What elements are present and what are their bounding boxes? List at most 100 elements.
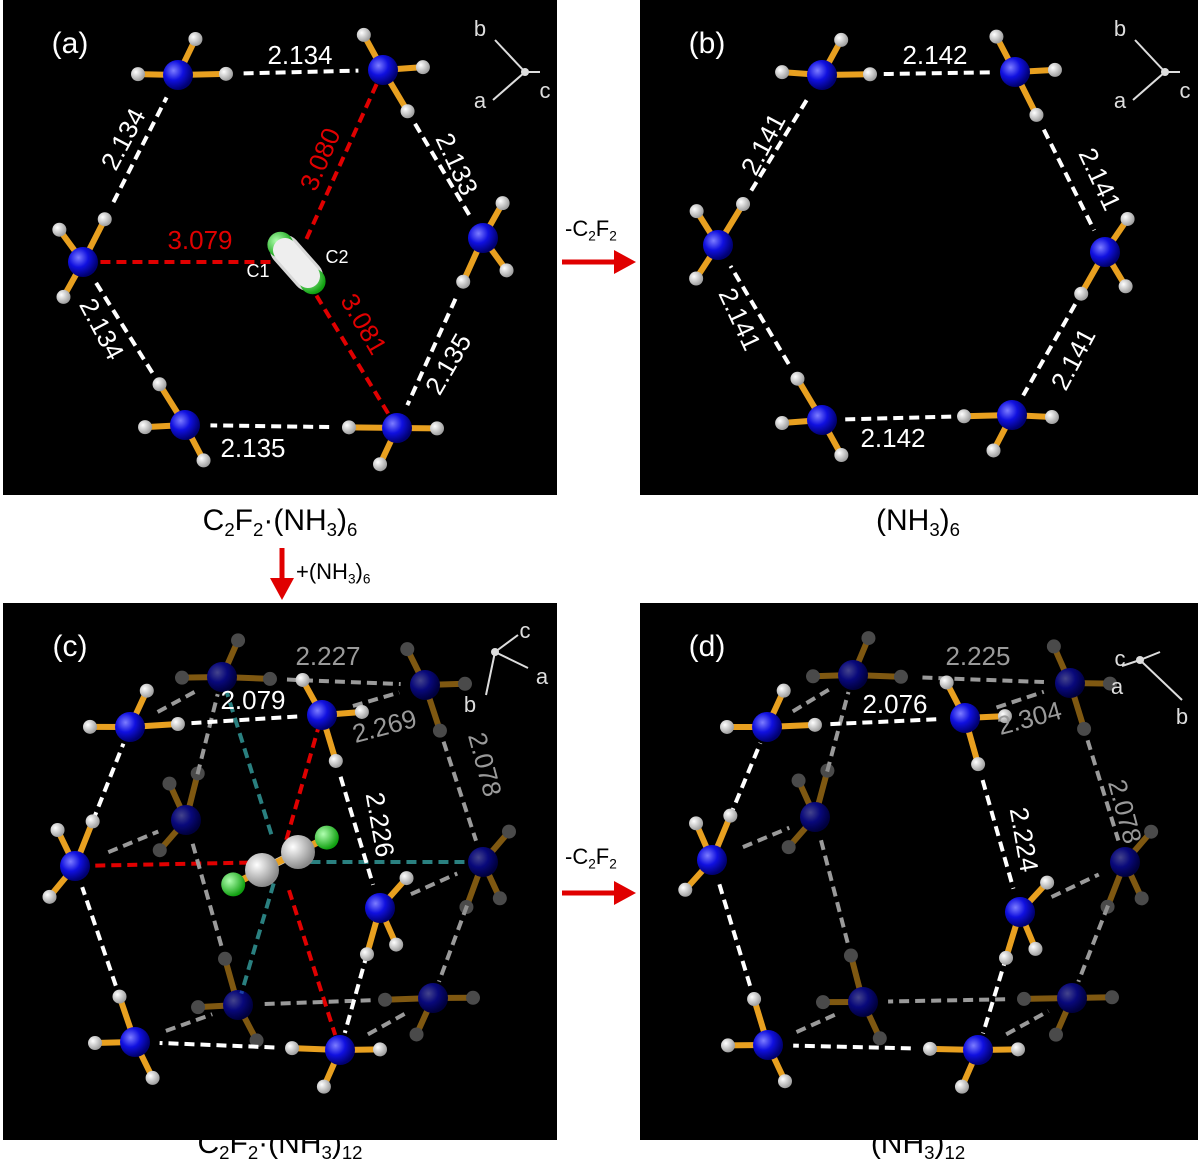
hydrogen-atom	[1077, 721, 1092, 736]
nitrogen-atom	[1110, 847, 1140, 877]
hydrogen-atom	[1028, 941, 1043, 956]
fluorine-atom	[314, 825, 339, 850]
ammonia	[152, 766, 205, 858]
hydrogen-atom	[689, 204, 704, 219]
hydrogen-atom	[399, 871, 414, 886]
subscript: 2	[224, 519, 234, 540]
ammonia	[191, 951, 264, 1048]
axis-arrow	[1132, 71, 1166, 101]
panel-label: (a)	[52, 27, 89, 60]
axis-arrow	[494, 634, 519, 653]
axis-arrow	[1134, 39, 1166, 73]
hydrogen-bond	[791, 686, 833, 714]
atom-label: C1	[246, 261, 269, 281]
hydrogen-atom	[459, 900, 474, 915]
nitrogen-atom	[223, 990, 253, 1020]
hydrogen-bond	[883, 70, 992, 77]
hydrogen-atom	[42, 889, 57, 904]
nitrogen-atom	[807, 60, 837, 90]
ammonia	[923, 1035, 1025, 1094]
hydrogen-atom	[359, 947, 374, 962]
panel-bg	[3, 603, 557, 1140]
hydrogen-atom	[295, 672, 310, 687]
hydrogen-atom	[52, 222, 67, 237]
ammonia	[285, 1035, 387, 1094]
subscript: 6	[347, 519, 357, 540]
ammonia	[342, 413, 444, 472]
hydrogen-atom	[820, 763, 835, 778]
subscript: 2	[248, 1142, 258, 1163]
fluorine-atom	[221, 872, 246, 897]
ammonia	[721, 992, 793, 1089]
hydrogen-atom	[378, 992, 393, 1007]
formula: (NH3)12	[871, 1127, 965, 1163]
hydrogen-bond	[830, 717, 942, 727]
nitrogen-atom	[1000, 57, 1030, 87]
nitrogen-atom	[468, 847, 498, 877]
hydrogen-bond	[795, 1010, 841, 1034]
hydrogen-bond	[366, 1009, 411, 1037]
hydrogen-atom	[834, 448, 849, 463]
formula-part: F	[235, 504, 253, 537]
panel-bg	[640, 603, 1198, 1140]
hydrogen-atom	[775, 65, 790, 80]
hydrogen-atom	[678, 882, 693, 897]
subscript: 2	[609, 856, 617, 871]
hydrogen-bond	[224, 691, 274, 835]
subscript: 12	[944, 1142, 965, 1163]
hydrogen-bond	[338, 776, 375, 886]
axis-origin	[1161, 68, 1169, 76]
ammonia	[999, 875, 1055, 965]
nitrogen-atom	[848, 987, 878, 1017]
hydrogen-atom	[736, 197, 751, 212]
hydrogen-atom	[954, 1079, 969, 1094]
subscript: 6	[950, 519, 960, 540]
axis-label: b	[474, 16, 486, 41]
axis-label: c	[540, 78, 551, 103]
hydrogen-atom	[372, 1042, 387, 1057]
nitrogen-atom	[163, 60, 193, 90]
hydrogen-atom	[50, 823, 65, 838]
hydrogen-atom	[1047, 62, 1062, 77]
hydrogen-bond	[727, 742, 763, 819]
formula: C2F2·(NH3)6	[203, 504, 358, 540]
ammonia	[459, 824, 516, 915]
formula-part: ·(NH	[263, 504, 326, 537]
hydrogen-bond	[190, 841, 224, 947]
hydrogen-atom	[1046, 639, 1061, 654]
hydrogen-bond	[1005, 1009, 1050, 1037]
axis-arrow	[494, 651, 529, 669]
carbon-atom	[245, 853, 279, 887]
hydrogen-atom	[456, 274, 471, 289]
ammonia	[1017, 983, 1119, 1042]
ammonia	[989, 29, 1062, 122]
hydrogen-atom	[872, 1031, 887, 1046]
hydrogen-atom	[923, 1041, 938, 1056]
hydrogen-atom	[152, 377, 167, 392]
hydrogen-atom	[1074, 286, 1089, 301]
ammonia	[720, 683, 822, 742]
ammonia	[806, 631, 908, 690]
hydrogen-atom	[1100, 899, 1115, 914]
hydrogen-atom	[190, 766, 205, 781]
hydrogen-atom	[834, 32, 849, 47]
hydrogen-atom	[218, 951, 233, 966]
axis-label: a	[1114, 88, 1127, 113]
hydrogen-bond	[742, 825, 791, 849]
ammonia	[175, 633, 277, 692]
hydrogen-atom	[231, 633, 246, 648]
hydrogen-atom	[415, 60, 430, 75]
subscript: 2	[588, 228, 596, 243]
hydrogen-atom	[262, 671, 277, 686]
formula-part: +(NH	[296, 559, 348, 584]
hydrogen-bond	[716, 881, 752, 987]
hydrogen-atom	[328, 753, 343, 768]
nitrogen-atom	[807, 405, 837, 435]
ammonia	[775, 32, 877, 90]
axis-origin	[521, 68, 529, 76]
nitrogen-atom	[1090, 237, 1120, 267]
subscript: 3	[321, 1142, 331, 1163]
hydrogen-bond	[287, 889, 338, 1036]
hydrogen-bond	[243, 68, 359, 76]
